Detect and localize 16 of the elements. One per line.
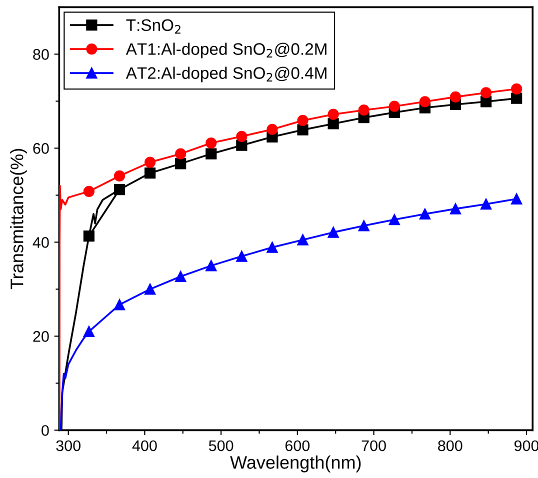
x-tick-label: 500 [208, 440, 234, 452]
legend-label: AT1:Al-doped SnO$_{2}$@0.2M [126, 42, 326, 58]
x-tick-label: 800 [438, 440, 462, 452]
x-tick-label: 300 [56, 440, 80, 452]
x-axis-title: Wavelength(nm) [230, 456, 361, 472]
y-axis-title: Transmittance(%) [10, 148, 27, 290]
y-tick-label: 20 [33, 331, 49, 342]
y-tick-label: 80 [33, 49, 49, 60]
x-tick-label: 400 [132, 440, 157, 452]
y-tick-label: 60 [33, 143, 49, 154]
legend-label: T:SnO$_{2}$ [126, 19, 180, 34]
y-tick-label: 40 [32, 237, 49, 248]
y-tick-label: 0 [42, 425, 49, 436]
x-tick-label: 600 [285, 440, 310, 452]
x-tick-label: 700 [362, 440, 386, 452]
legend-label: AT2:Al-doped SnO$_{2}$@0.4M [126, 66, 326, 82]
